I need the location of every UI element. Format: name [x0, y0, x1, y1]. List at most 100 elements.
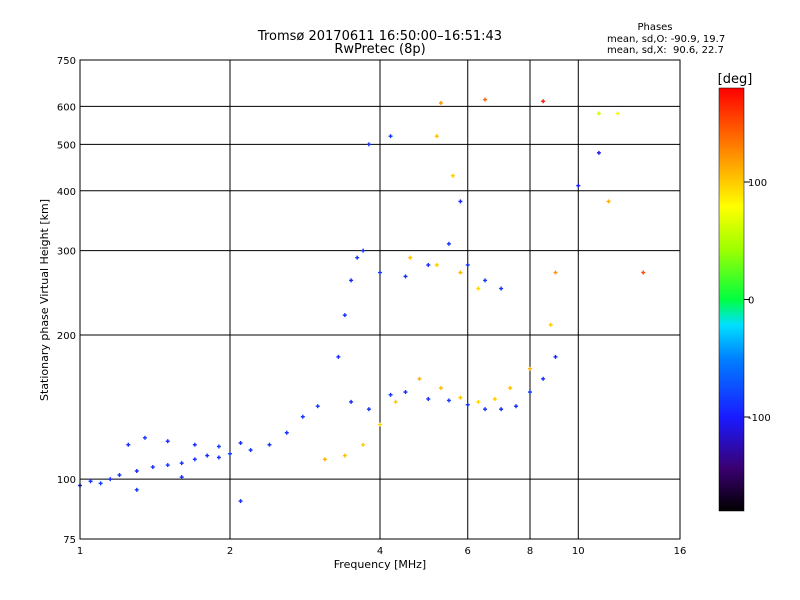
data-point [476, 286, 481, 291]
data-point [596, 111, 601, 116]
y-tick-label: 400 [57, 187, 76, 198]
data-point [446, 241, 451, 246]
data-point [528, 366, 532, 371]
data-point [361, 248, 366, 253]
chart-title: Tromsø 20170611 16:50:00–16:51:43 [257, 29, 502, 44]
data-point [458, 199, 463, 204]
x-tick-label: 6 [465, 546, 471, 557]
data-point [366, 142, 371, 147]
data-point [342, 453, 347, 458]
data-point [216, 455, 221, 460]
data-point [349, 399, 354, 404]
data-point [165, 463, 170, 468]
data-point [492, 397, 497, 402]
data-point [615, 111, 620, 116]
y-tick-label: 600 [57, 102, 76, 113]
data-point [499, 286, 504, 291]
x-axis-label: Frequency [MHz] [334, 558, 426, 571]
data-point [446, 398, 451, 403]
data-point [483, 97, 488, 102]
x-axis-ticks: 1 2 4 6 8 10 16 [77, 546, 687, 557]
data-point [150, 465, 155, 470]
stats-line-o: mean, sd,O: -90.9, 19.7 [607, 34, 725, 45]
y-axis-label: Stationary phase Virtual Height [km] [38, 199, 51, 401]
data-point [434, 262, 439, 267]
data-point [322, 457, 327, 462]
data-point [134, 487, 139, 492]
data-point [378, 422, 382, 427]
data-point [548, 322, 553, 327]
grid-lines [80, 60, 680, 539]
data-point [641, 270, 646, 275]
data-point [541, 99, 546, 104]
data-point [355, 255, 360, 260]
data-point [134, 468, 139, 473]
data-point [458, 270, 463, 275]
y-tick-label: 75 [63, 535, 76, 546]
y-tick-label: 100 [57, 475, 76, 486]
data-point [476, 399, 481, 404]
data-point [508, 385, 513, 390]
data-point [361, 442, 366, 447]
y-tick-label: 750 [57, 56, 76, 67]
data-point [388, 392, 393, 397]
data-point [465, 402, 470, 407]
data-point [88, 479, 93, 484]
data-point [108, 477, 113, 482]
y-tick-label: 200 [57, 331, 76, 342]
data-point [541, 376, 546, 381]
data-point [142, 435, 147, 440]
data-point [458, 395, 463, 400]
x-tick-label: 1 [77, 546, 83, 557]
stats-header: Phases [637, 22, 672, 33]
data-point [408, 255, 413, 260]
data-point [378, 270, 382, 275]
data-point [315, 404, 320, 409]
data-point [228, 451, 232, 456]
data-point [499, 407, 504, 412]
data-point [192, 457, 197, 462]
data-point [267, 442, 272, 447]
data-point [342, 313, 347, 318]
x-tick-label: 4 [377, 546, 383, 557]
colorbar-tick-label: -100 [748, 413, 771, 424]
data-point [366, 407, 371, 412]
data-point [336, 354, 341, 359]
y-axis-ticks: 75 100 200 300 400 500 600 750 [57, 56, 76, 546]
data-point [126, 442, 131, 447]
colorbar [718, 87, 745, 512]
data-point [205, 453, 210, 458]
data-point [483, 278, 488, 283]
x-tick-label: 8 [527, 546, 533, 557]
data-point [403, 390, 408, 395]
data-point [117, 473, 122, 478]
data-point [438, 100, 443, 105]
data-point [528, 390, 532, 395]
data-point [596, 150, 601, 155]
data-point [388, 134, 393, 139]
colorbar-ticks: 100 0 -100 [744, 178, 771, 424]
plot-frame [79, 59, 681, 540]
data-point [576, 183, 581, 188]
data-point [417, 376, 422, 381]
data-point [179, 461, 184, 466]
data-point [438, 385, 443, 390]
data-point [426, 262, 431, 267]
chart-subtitle: RwPretec (8p) [334, 42, 425, 57]
data-point [606, 199, 611, 204]
data-point [465, 262, 470, 267]
x-tick-label: 2 [227, 546, 233, 557]
data-point [238, 499, 243, 504]
data-point [284, 430, 289, 435]
data-point [216, 444, 221, 449]
y-tick-label: 500 [57, 140, 76, 151]
data-point [192, 442, 197, 447]
data-point [179, 475, 184, 480]
data-point [248, 448, 253, 453]
data-point [434, 134, 439, 139]
colorbar-tick-label: 0 [748, 296, 754, 307]
data-point [426, 397, 431, 402]
data-point [300, 414, 305, 419]
data-point [349, 278, 354, 283]
